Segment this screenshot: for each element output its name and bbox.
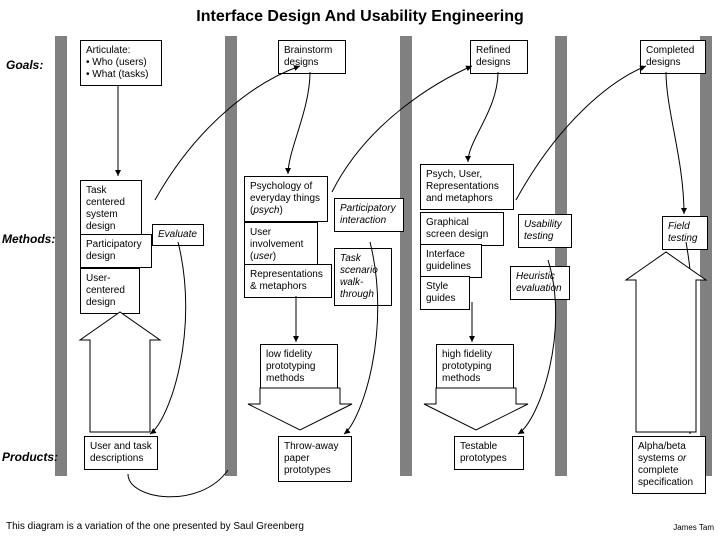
alphabeta-2: or	[677, 453, 686, 464]
psych-italic: psych	[253, 205, 279, 216]
box-interface-guidelines: Interface guidelines	[420, 244, 482, 278]
pillar-3	[400, 36, 412, 476]
userinv-italic: user	[253, 251, 272, 262]
diagram-title: Interface Design And Usability Engineeri…	[0, 8, 720, 26]
box-high-fidelity: high fidelity prototyping methods	[436, 344, 514, 390]
box-evaluate: Evaluate	[152, 224, 204, 246]
box-articulate: Articulate: • Who (users) • What (tasks)	[80, 40, 162, 86]
psych-close: )	[279, 205, 282, 216]
box-participatory-design: Participatory design	[80, 234, 152, 268]
box-field-testing: Field testing	[662, 216, 708, 250]
box-refined: Refined designs	[470, 40, 528, 74]
box-representations: Representations & metaphors	[244, 264, 332, 298]
box-throwaway: Throw-away paper prototypes	[278, 436, 352, 482]
box-testable: Testable prototypes	[454, 436, 524, 470]
userinv-close: )	[273, 251, 276, 262]
articulate-who: • Who (users)	[86, 57, 147, 68]
box-psychology: Psychology of everyday things (psych)	[244, 176, 328, 222]
row-label-methods: Methods:	[2, 232, 55, 246]
alphabeta-3: complete specification	[638, 465, 693, 488]
box-user-involvement: User involvement (user)	[244, 222, 318, 268]
box-task-centered: Task centered system design	[80, 180, 142, 238]
row-label-goals: Goals:	[6, 58, 43, 72]
box-style-guides: Style guides	[420, 276, 470, 310]
box-brainstorm: Brainstorm designs	[278, 40, 346, 74]
box-graphical: Graphical screen design	[420, 212, 504, 246]
pillar-2	[225, 36, 237, 476]
pillar-1	[55, 36, 67, 476]
pillar-5	[700, 36, 712, 476]
box-completed: Completed designs	[640, 40, 706, 74]
row-label-products: Products:	[2, 450, 58, 464]
box-participatory-interaction: Participatory interaction	[334, 198, 404, 232]
box-alphabeta: Alpha/beta systems or complete specifica…	[632, 436, 706, 494]
box-psych-user: Psych, User, Representations and metapho…	[420, 164, 514, 210]
box-user-task-desc: User and task descriptions	[84, 436, 158, 470]
pillar-4	[555, 36, 567, 476]
credit-text: James Tam	[673, 523, 714, 532]
box-usability-testing: Usability testing	[518, 214, 572, 248]
articulate-title: Articulate:	[86, 45, 130, 56]
box-heuristic: Heuristic evaluation	[510, 266, 570, 300]
box-user-centered: User-centered design	[80, 268, 140, 314]
footer-text: This diagram is a variation of the one p…	[6, 521, 304, 532]
articulate-what: • What (tasks)	[86, 69, 148, 80]
box-task-scenario: Task scenario walk-through	[334, 248, 392, 306]
box-low-fidelity: low fidelity prototyping methods	[260, 344, 338, 390]
